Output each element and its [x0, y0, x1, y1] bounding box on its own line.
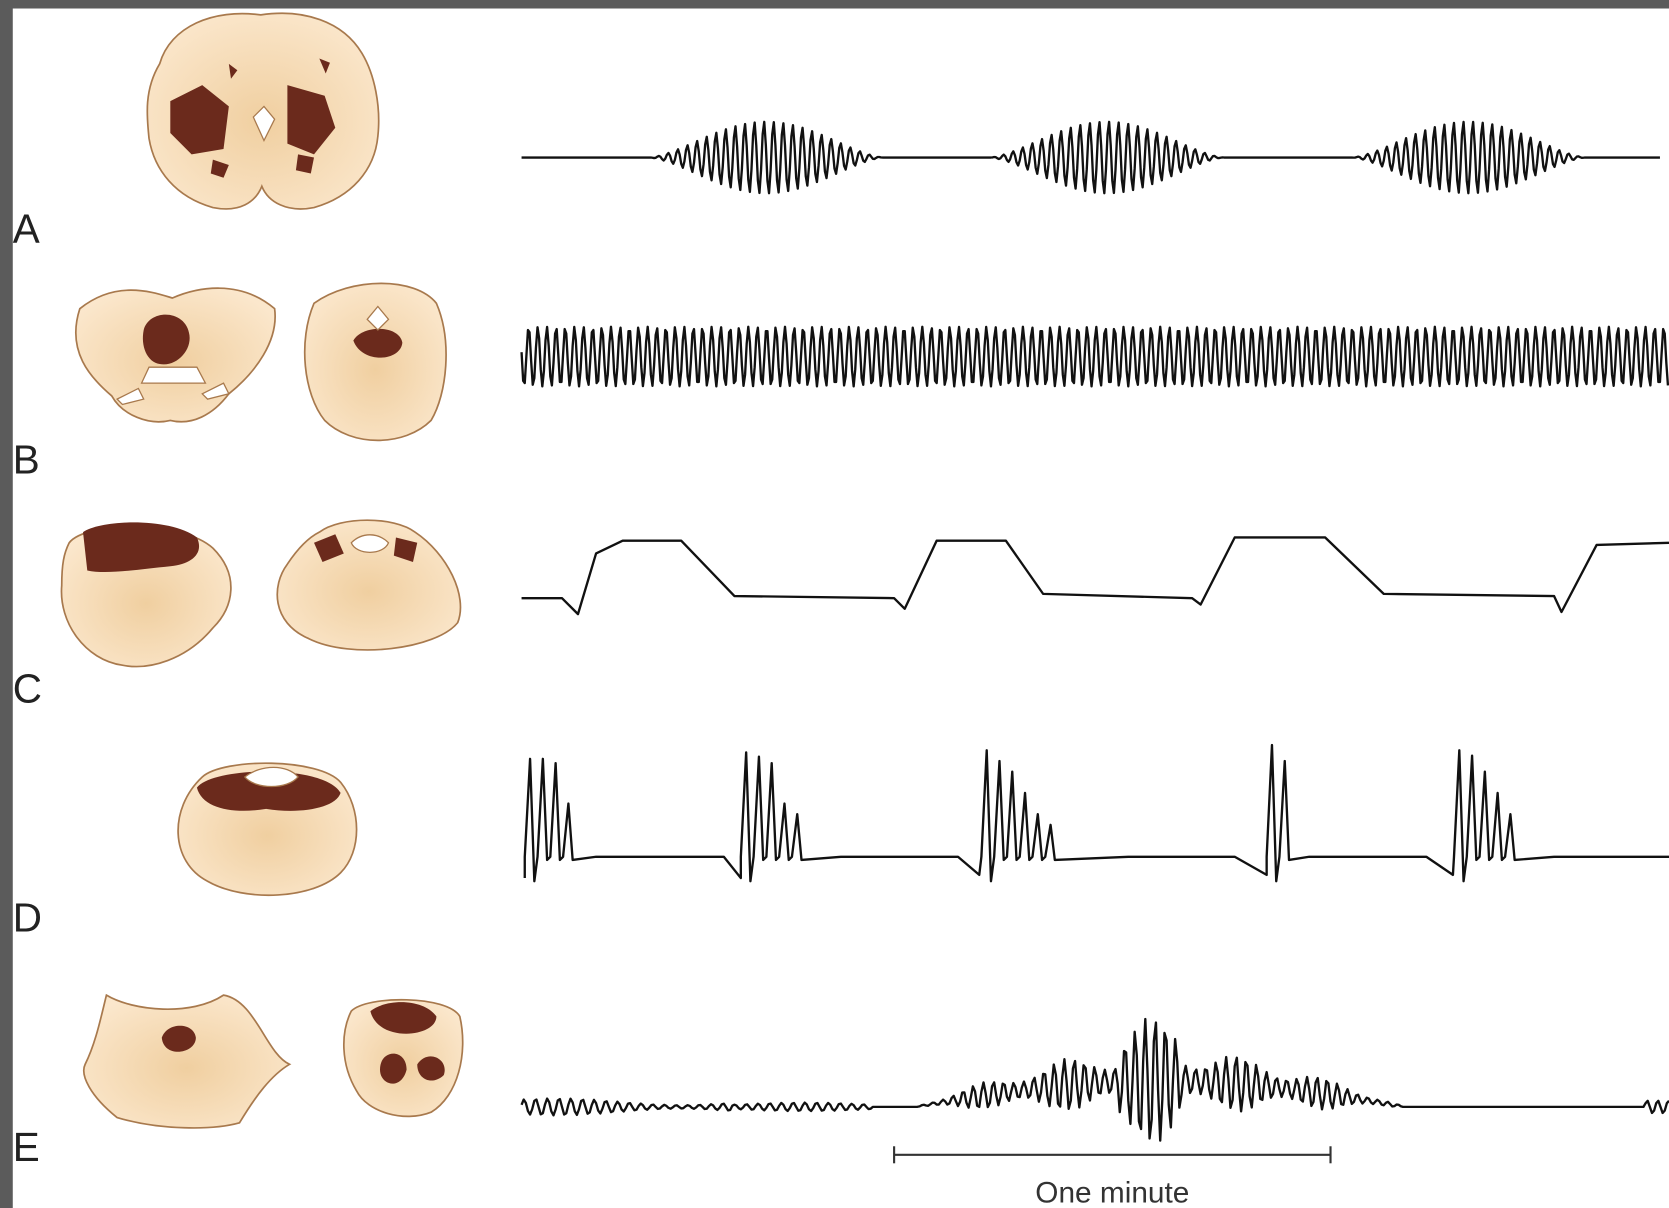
panel-label: D [13, 894, 42, 940]
figure: One minute A B C D E [0, 0, 1669, 1208]
panel-label: B [13, 437, 40, 483]
page: One minute ABCDE (() => { const data = J… [0, 0, 1669, 1208]
scale-bar-label: One minute [1035, 1177, 1189, 1208]
brain-section-a [147, 13, 378, 209]
panel-label: C [13, 665, 42, 711]
panel-label: E [13, 1124, 40, 1170]
brain-section-d [178, 763, 356, 895]
panel-label: A [13, 206, 40, 252]
